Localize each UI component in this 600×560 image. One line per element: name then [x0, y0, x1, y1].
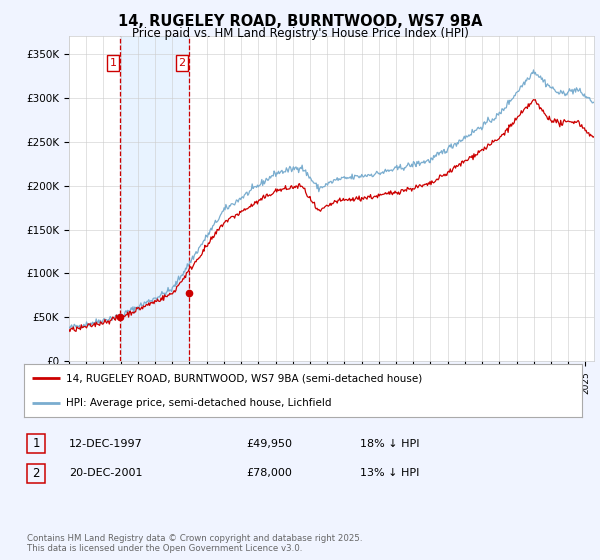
Text: Contains HM Land Registry data © Crown copyright and database right 2025.
This d: Contains HM Land Registry data © Crown c… [27, 534, 362, 553]
Text: 12-DEC-1997: 12-DEC-1997 [69, 438, 143, 449]
Text: 2: 2 [179, 58, 185, 68]
Text: 20-DEC-2001: 20-DEC-2001 [69, 468, 143, 478]
Text: 13% ↓ HPI: 13% ↓ HPI [360, 468, 419, 478]
Text: 1: 1 [110, 58, 116, 68]
Text: 2: 2 [32, 466, 40, 480]
Text: 14, RUGELEY ROAD, BURNTWOOD, WS7 9BA (semi-detached house): 14, RUGELEY ROAD, BURNTWOOD, WS7 9BA (se… [66, 374, 422, 384]
Bar [120, 36, 189, 361]
Text: £49,950: £49,950 [246, 438, 292, 449]
Text: 18% ↓ HPI: 18% ↓ HPI [360, 438, 419, 449]
Text: Price paid vs. HM Land Registry's House Price Index (HPI): Price paid vs. HM Land Registry's House … [131, 27, 469, 40]
Text: 14, RUGELEY ROAD, BURNTWOOD, WS7 9BA: 14, RUGELEY ROAD, BURNTWOOD, WS7 9BA [118, 14, 482, 29]
Text: £78,000: £78,000 [246, 468, 292, 478]
Text: HPI: Average price, semi-detached house, Lichfield: HPI: Average price, semi-detached house,… [66, 398, 331, 408]
Text: 1: 1 [32, 437, 40, 450]
